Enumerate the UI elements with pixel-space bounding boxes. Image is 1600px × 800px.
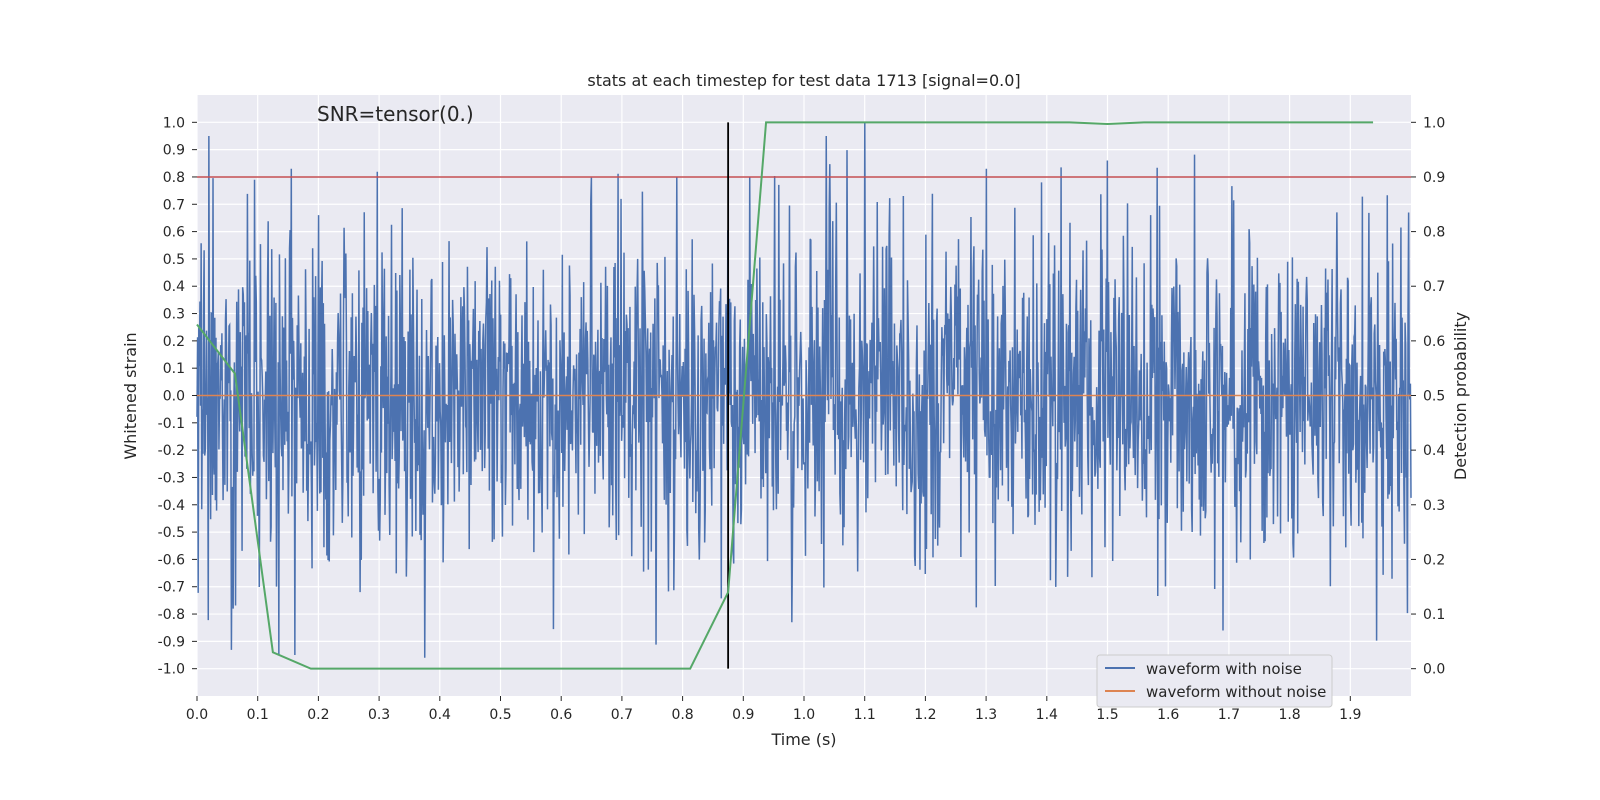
x-tick-label: 0.9 xyxy=(732,707,754,723)
x-axis-label: Time (s) xyxy=(770,730,836,749)
x-tick-label: 0.4 xyxy=(429,707,451,723)
snr-annotation: SNR=tensor(0.) xyxy=(317,102,474,126)
y2-tick-label: 0.3 xyxy=(1423,498,1445,514)
y-tick-label: -0.9 xyxy=(158,634,185,650)
y-tick-label: -0.5 xyxy=(158,525,185,541)
y-tick-label: -1.0 xyxy=(158,662,185,678)
chart-title: stats at each timestep for test data 171… xyxy=(587,71,1020,90)
legend-label-with-noise: waveform with noise xyxy=(1146,660,1302,678)
series-waveform-with-noise xyxy=(196,122,1412,658)
y-tick-label: 0.5 xyxy=(163,252,185,268)
y2-tick-label: 0.8 xyxy=(1423,225,1445,241)
x-tick-label: 0.7 xyxy=(611,707,633,723)
y-tick-label: 1.0 xyxy=(163,115,185,131)
y-tick-label: 0.6 xyxy=(163,225,185,241)
y-tick-label: -0.4 xyxy=(158,498,185,514)
y-tick-label: -0.7 xyxy=(158,580,185,596)
y-tick-label: 0.3 xyxy=(163,307,185,323)
x-tick-label: 0.5 xyxy=(489,707,511,723)
x-tick-label: 1.5 xyxy=(1096,707,1118,723)
x-tick-label: 1.0 xyxy=(793,707,815,723)
y2-tick-label: 0.7 xyxy=(1423,279,1445,295)
x-tick-label: 1.2 xyxy=(914,707,936,723)
y2-tick-label: 0.5 xyxy=(1423,389,1445,405)
x-tick-label: 0.1 xyxy=(247,707,269,723)
y-tick-label: 0.4 xyxy=(163,279,185,295)
y-tick-label: 0.7 xyxy=(163,197,185,213)
legend-label-without-noise: waveform without noise xyxy=(1146,683,1326,701)
y-tick-label: -0.3 xyxy=(158,470,185,486)
x-tick-label: 1.1 xyxy=(854,707,876,723)
x-tick-label: 1.3 xyxy=(975,707,997,723)
y-tick-label: 0.8 xyxy=(163,170,185,186)
y2-tick-label: 0.4 xyxy=(1423,443,1445,459)
ticks-layer: 0.0 0.1 0.2 0.3 0.4 0.5 0.6 0.7 0.8 0.9 1.0 1.1 1.2 1… xyxy=(158,115,1446,723)
y2-tick-label: 0.6 xyxy=(1423,334,1445,350)
y-tick-label: 0.9 xyxy=(163,143,185,159)
x-tick-label: 0.8 xyxy=(671,707,693,723)
y-tick-label: -0.2 xyxy=(158,443,185,459)
y-tick-label: 0.1 xyxy=(163,361,185,377)
x-tick-label: 0.3 xyxy=(368,707,390,723)
y-tick-label: 0.0 xyxy=(163,389,185,405)
y-tick-label: -0.1 xyxy=(158,416,185,432)
x-tick-label: 1.8 xyxy=(1278,707,1300,723)
y2-axis-label: Detection probability xyxy=(1451,312,1470,480)
y2-tick-label: 0.9 xyxy=(1423,170,1445,186)
y-axis-label: Whitened strain xyxy=(121,332,140,459)
y2-tick-label: 0.2 xyxy=(1423,552,1445,568)
y-tick-label: 0.2 xyxy=(163,334,185,350)
legend-box xyxy=(1096,654,1333,708)
x-tick-label: 1.7 xyxy=(1218,707,1240,723)
x-tick-label: 1.6 xyxy=(1157,707,1179,723)
x-tick-label: 1.9 xyxy=(1339,707,1361,723)
series-detection-probability xyxy=(196,121,1374,670)
y-tick-label: -0.6 xyxy=(158,552,185,568)
x-tick-label: 0.2 xyxy=(307,707,329,723)
y2-tick-label: 0.1 xyxy=(1423,607,1445,623)
y-tick-label: -0.8 xyxy=(158,607,185,623)
y2-tick-label: 0.0 xyxy=(1423,662,1445,678)
series-layer xyxy=(196,121,1412,670)
x-tick-label: 1.4 xyxy=(1036,707,1058,723)
x-tick-label: 0.0 xyxy=(186,707,208,723)
y2-tick-label: 1.0 xyxy=(1423,115,1445,131)
x-tick-label: 0.6 xyxy=(550,707,572,723)
legend: waveform with noise waveform without noi… xyxy=(1096,654,1333,708)
